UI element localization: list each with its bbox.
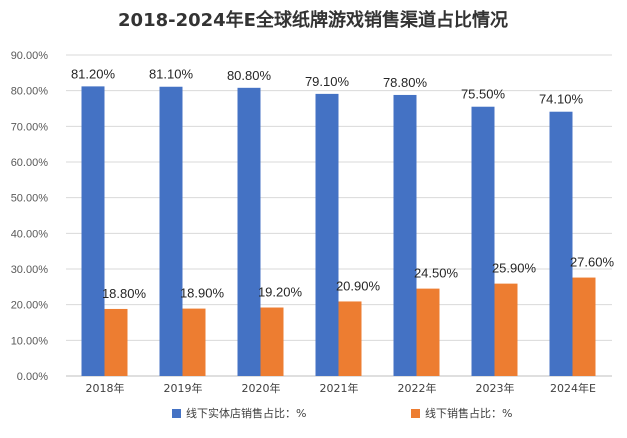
data-label: 75.50% (461, 87, 506, 102)
bar-offline-sales (104, 308, 128, 376)
bar-offline-store (237, 87, 261, 377)
bar-offline-sales (494, 283, 518, 376)
bars (81, 86, 596, 377)
x-tick-label: 2021年 (320, 381, 359, 395)
data-label: 25.90% (492, 261, 537, 276)
x-tick-label: 2019年 (164, 381, 203, 395)
y-tick-label: 50.00% (11, 193, 49, 205)
bar-offline-sales (182, 308, 206, 376)
x-tick-label: 2022年 (398, 381, 437, 395)
bar-offline-sales (260, 307, 284, 376)
data-labels: 81.20% 18.80% 81.10% 18.90% 80.80% 19.20% 79.1… (71, 66, 615, 301)
y-tick-label: 70.00% (11, 121, 49, 133)
bar-offline-sales (572, 277, 596, 376)
gridlines (66, 54, 612, 377)
bar-offline-sales (338, 301, 362, 376)
bar-offline-store (81, 86, 105, 377)
x-tick-label: 2018年 (86, 381, 125, 395)
x-tick-label: 2020年 (242, 381, 281, 395)
data-label: 24.50% (414, 266, 459, 281)
data-label: 20.90% (336, 278, 381, 293)
bar-offline-store (159, 86, 183, 376)
x-tick-label: 2023年 (476, 381, 515, 395)
y-axis: 0.00% 10.00% 20.00% 30.00% 40.00% 50.00% 60.00… (11, 50, 49, 383)
y-tick-label: 60.00% (11, 157, 49, 169)
chart-title: 2018-2024年E全球纸牌游戏销售渠道占比情况 (118, 9, 508, 31)
y-tick-label: 30.00% (11, 264, 49, 276)
data-label: 27.60% (570, 255, 615, 270)
data-label: 80.80% (227, 68, 272, 83)
y-tick-label: 80.00% (11, 86, 49, 98)
y-tick-label: 90.00% (11, 50, 49, 62)
data-label: 81.20% (71, 66, 116, 81)
data-label: 74.10% (539, 92, 584, 107)
bar-offline-sales (416, 288, 440, 376)
x-tick-label: 2024年E (550, 381, 596, 395)
data-label: 18.80% (102, 286, 147, 301)
legend: 线下实体店销售占比：% 线下销售占比：% (172, 406, 512, 420)
bar-offline-store (471, 106, 495, 376)
bar-offline-store (315, 93, 339, 377)
data-label: 78.80% (383, 75, 428, 90)
bar-offline-store (393, 94, 417, 377)
data-label: 79.10% (305, 74, 350, 89)
legend-label: 线下实体店销售占比：% (186, 406, 306, 420)
data-label: 19.20% (258, 285, 303, 300)
y-tick-label: 20.00% (11, 300, 49, 312)
y-tick-label: 0.00% (17, 371, 48, 383)
legend-label: 线下销售占比：% (425, 406, 512, 420)
data-label: 18.90% (180, 286, 225, 301)
legend-swatch (172, 409, 181, 418)
y-tick-label: 40.00% (11, 228, 49, 240)
data-label: 81.10% (149, 67, 194, 82)
legend-swatch (411, 409, 420, 418)
y-tick-label: 10.00% (11, 335, 49, 347)
bar-offline-store (549, 111, 573, 377)
x-axis: 2018年 2019年 2020年 2021年 2022年 2023年 2024年E (86, 381, 597, 395)
